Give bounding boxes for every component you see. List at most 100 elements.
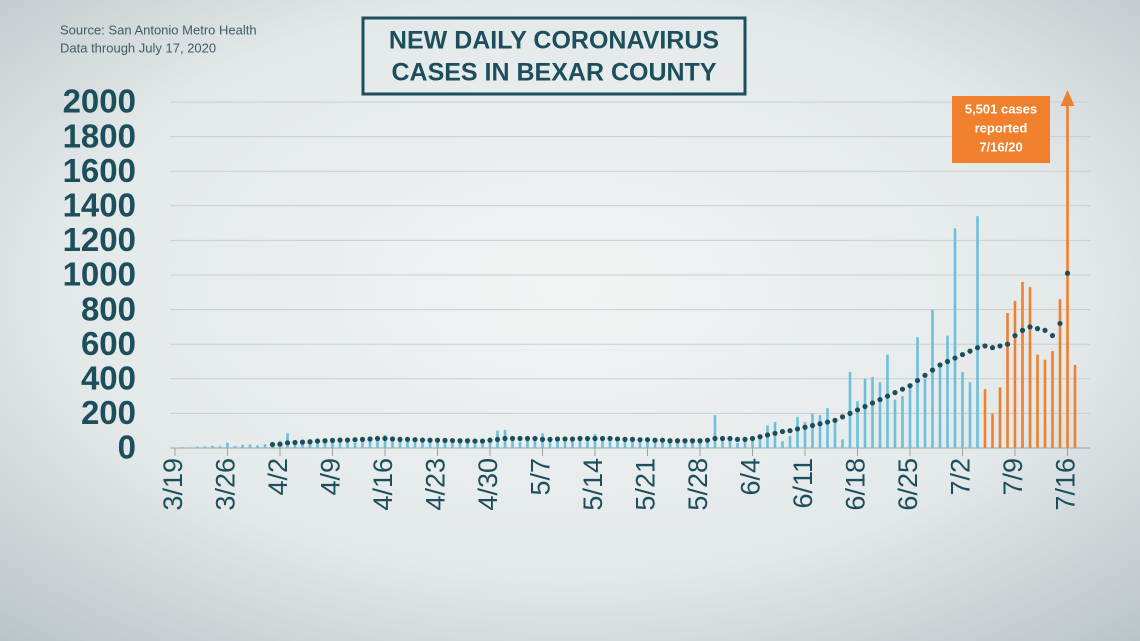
average-dot	[344, 437, 351, 443]
bar	[608, 441, 612, 448]
average-dot	[779, 428, 786, 435]
y-tick-label: 600	[81, 325, 136, 362]
x-tick-label: 4/23	[421, 458, 451, 511]
average-dot	[284, 440, 291, 446]
bar	[886, 354, 889, 448]
y-tick-label: 400	[81, 360, 136, 397]
bar	[811, 413, 814, 448]
bar	[683, 440, 687, 448]
average-dot	[629, 436, 636, 442]
bar	[361, 439, 364, 448]
average-dot	[832, 417, 838, 423]
average-dot	[712, 435, 718, 442]
x-tick-label: 4/30	[473, 458, 503, 511]
average-dot	[269, 441, 276, 448]
x-tick-label: 7/9	[998, 458, 1028, 496]
average-dot	[464, 438, 471, 444]
average-dot	[374, 435, 381, 442]
bar	[218, 446, 222, 448]
bar	[181, 447, 184, 448]
average-dot	[704, 437, 711, 443]
average-dot	[697, 438, 703, 444]
bar	[968, 382, 972, 448]
bar	[323, 441, 327, 448]
bar	[961, 371, 964, 448]
average-dot	[869, 400, 876, 406]
bar	[188, 447, 192, 448]
bar	[331, 440, 334, 448]
bar	[196, 446, 199, 448]
x-tick-label: 5/7	[526, 458, 556, 496]
bar	[436, 440, 439, 448]
average-dot	[427, 437, 433, 443]
bar	[721, 441, 724, 448]
average-dot	[607, 435, 613, 442]
average-dot	[292, 439, 298, 446]
bar	[706, 441, 709, 448]
bar	[383, 435, 387, 448]
bar	[931, 309, 934, 448]
average-dot	[434, 437, 441, 443]
average-dot	[569, 436, 576, 442]
average-dot	[637, 437, 643, 443]
y-tick-label: 800	[81, 290, 136, 327]
average-dot	[959, 351, 966, 358]
bar	[458, 441, 462, 448]
bar	[256, 445, 259, 448]
average-dot	[854, 407, 861, 413]
average-dot	[509, 435, 516, 442]
average-dot	[1049, 332, 1056, 339]
average-dot	[614, 436, 621, 442]
average-dot	[929, 367, 936, 373]
bar	[953, 228, 957, 448]
bar	[518, 441, 522, 448]
bar	[1006, 313, 1009, 448]
bar	[863, 378, 867, 448]
bar	[346, 441, 349, 448]
x-tick-label: 4/9	[316, 458, 346, 496]
average-dot	[847, 410, 853, 416]
bar	[578, 440, 582, 448]
x-tick-label: 5/28	[683, 458, 713, 511]
bar	[728, 440, 732, 448]
average-dot	[1027, 324, 1033, 330]
bar	[938, 363, 942, 448]
average-dot	[817, 421, 823, 427]
bar	[233, 445, 237, 448]
average-dot	[517, 435, 523, 442]
average-dot	[952, 355, 958, 361]
bar	[226, 442, 229, 448]
average-dot	[922, 372, 928, 378]
bar	[646, 438, 649, 448]
average-dot	[404, 436, 411, 442]
average-dot	[689, 438, 696, 444]
bar	[743, 437, 747, 448]
y-tick-label: 1800	[63, 117, 136, 154]
average-dot	[329, 437, 336, 443]
average-dot	[982, 343, 988, 349]
bar	[391, 440, 394, 448]
bar	[1028, 287, 1032, 448]
average-dot	[719, 435, 726, 442]
average-dot	[314, 438, 321, 444]
average-dot	[944, 358, 951, 365]
bar	[1036, 354, 1039, 448]
average-dot	[337, 437, 343, 443]
average-dot	[592, 435, 598, 442]
average-dot	[397, 436, 403, 442]
average-dot	[1034, 326, 1041, 332]
average-dot	[674, 438, 681, 444]
average-dot	[757, 434, 763, 440]
bar	[751, 439, 754, 448]
average-dot	[667, 438, 673, 444]
bar	[481, 441, 484, 448]
annotation-box	[952, 96, 1050, 163]
average-dot	[884, 393, 891, 399]
average-dot	[562, 436, 568, 442]
bar	[796, 416, 799, 448]
source-line: Data through July 17, 2020	[60, 40, 216, 55]
average-dot	[809, 422, 816, 429]
bar	[833, 420, 837, 448]
bar	[353, 442, 357, 448]
bar	[623, 439, 627, 448]
